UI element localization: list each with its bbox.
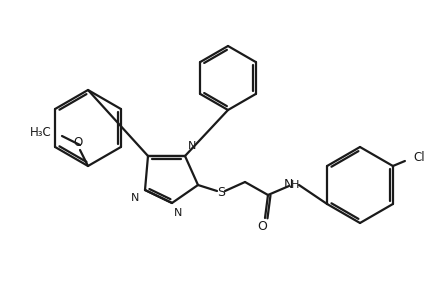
Text: H: H (290, 180, 299, 190)
Text: O: O (73, 135, 82, 149)
Text: O: O (257, 221, 266, 234)
Text: N: N (187, 141, 196, 151)
Text: N: N (131, 193, 139, 203)
Text: S: S (216, 187, 225, 200)
Text: N: N (283, 179, 292, 192)
Text: Cl: Cl (412, 151, 424, 164)
Text: N: N (173, 208, 182, 218)
Text: H₃C: H₃C (30, 126, 52, 139)
